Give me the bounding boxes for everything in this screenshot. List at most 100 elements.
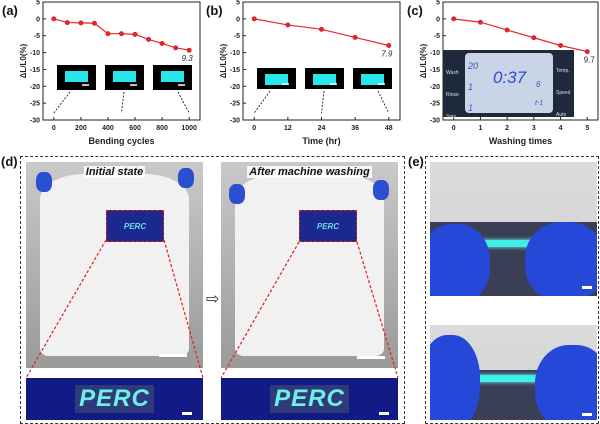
y-axis-label: ΔL/L0(%) bbox=[419, 43, 428, 78]
washer-code: t-1 bbox=[535, 100, 544, 107]
y-tick-label: 5 bbox=[236, 0, 240, 7]
inset-arrow bbox=[177, 91, 190, 114]
x-axis-label: Washing times bbox=[489, 136, 552, 146]
data-point bbox=[584, 49, 590, 55]
y-tick-label: 5 bbox=[436, 0, 440, 7]
y-tick-label: -10 bbox=[230, 50, 240, 57]
x-tick-label: 400 bbox=[102, 125, 114, 132]
data-point bbox=[477, 19, 483, 25]
washer-rinse-value: 1 bbox=[468, 82, 474, 92]
data-point bbox=[78, 20, 84, 26]
washer-label-temp: Temp. bbox=[556, 68, 570, 74]
y-tick-label: 0 bbox=[236, 16, 240, 23]
inset-arrow bbox=[121, 91, 125, 114]
data-point bbox=[105, 31, 111, 37]
y-tick-label: -5 bbox=[34, 33, 40, 40]
arrow-right-icon: ⇨ bbox=[206, 291, 220, 308]
y-tick-label: -20 bbox=[430, 84, 440, 91]
chart-b: 5 0 -5 -10 -15 -20 -25 -30 0 12 24 36 48 Time (hr) ΔL/… bbox=[219, 0, 401, 146]
y-tick-label: -20 bbox=[30, 84, 40, 91]
x-tick-label: 200 bbox=[75, 125, 87, 132]
zoom-initial-text: PERC bbox=[75, 385, 154, 413]
x-tick-label: 0 bbox=[452, 125, 456, 132]
x-tick-label: 24 bbox=[318, 125, 326, 132]
panel-label-a: (a) bbox=[2, 3, 18, 18]
data-point bbox=[186, 47, 192, 53]
y-tick-label: -25 bbox=[230, 101, 240, 108]
shirt-after-photo: After machine washing PERC bbox=[221, 162, 398, 368]
annotation-label: 9.7 bbox=[584, 56, 596, 65]
washer-label-rinse: Rinse bbox=[446, 92, 459, 98]
x-tick-label: 0 bbox=[252, 125, 256, 132]
x-tick-label: 1000 bbox=[181, 125, 197, 132]
washer-spin-value: 1 bbox=[468, 103, 474, 113]
y-tick-label: 0 bbox=[36, 16, 40, 23]
data-point bbox=[451, 16, 457, 22]
glowing-strip bbox=[265, 74, 288, 85]
x-tick-label: 12 bbox=[284, 125, 292, 132]
x-tick-label: 1 bbox=[478, 125, 482, 132]
glowing-strip bbox=[113, 71, 136, 82]
y-tick-label: 0 bbox=[436, 16, 440, 23]
annotation-label: 9.3 bbox=[182, 54, 194, 63]
washer-label-spin: Spin bbox=[446, 114, 457, 120]
zoom-after: PERC bbox=[221, 378, 398, 420]
glowing-strip bbox=[361, 74, 384, 85]
washer-label-wash: Wash bbox=[446, 70, 459, 76]
y-tick-label: -15 bbox=[430, 67, 440, 74]
x-axis-label: Bending cycles bbox=[88, 136, 154, 146]
data-point bbox=[132, 31, 138, 37]
patch-text: PERC bbox=[111, 214, 159, 238]
x-tick-label: 5 bbox=[585, 125, 589, 132]
glowing-strip bbox=[313, 74, 336, 85]
y-axis-label: ΔL/L0(%) bbox=[219, 43, 228, 78]
plot-frame bbox=[42, 1, 201, 121]
data-point bbox=[352, 34, 358, 40]
x-tick-label: 36 bbox=[351, 125, 359, 132]
patch-text-after: PERC bbox=[304, 214, 352, 238]
zoom-initial: PERC bbox=[26, 378, 203, 420]
data-point bbox=[159, 41, 165, 46]
x-tick-label: 0 bbox=[52, 125, 56, 132]
y-tick-label: -20 bbox=[230, 84, 240, 91]
data-point bbox=[91, 20, 97, 26]
y-tick-label: 5 bbox=[36, 0, 40, 7]
data-point bbox=[119, 31, 124, 37]
chart-a: 5 0 -5 -10 -15 -20 -25 -30 0 200 400 600 800 1000 Bend… bbox=[19, 0, 201, 146]
data-point bbox=[504, 27, 510, 33]
shirt-initial-photo: Initial state PERC bbox=[26, 162, 203, 368]
washer-display-photo: Wash Rinse Spin Temp. Speed Auto 20 1 1 … bbox=[443, 50, 574, 120]
inset-arrow bbox=[377, 90, 390, 114]
panel-label-e: (e) bbox=[408, 154, 424, 169]
x-tick-label: 2 bbox=[505, 125, 509, 132]
x-tick-label: 600 bbox=[129, 125, 141, 132]
inset-arrow bbox=[321, 90, 325, 114]
washer-speed-value: 6 bbox=[536, 80, 541, 89]
washer-wash-value: 20 bbox=[468, 61, 479, 71]
washer-label-auto: Auto bbox=[556, 112, 567, 118]
x-tick-label: 48 bbox=[385, 125, 393, 132]
y-tick-label: -30 bbox=[430, 118, 440, 125]
y-tick-label: -15 bbox=[230, 67, 240, 74]
x-tick-label: 800 bbox=[156, 125, 168, 132]
data-point bbox=[386, 43, 392, 48]
data-point bbox=[319, 26, 324, 32]
y-tick-label: -25 bbox=[30, 101, 40, 108]
glowing-strip bbox=[161, 71, 184, 82]
y-tick-label: -10 bbox=[430, 50, 440, 57]
washer-label-speed: Speed bbox=[556, 90, 571, 96]
panel-label-b: (b) bbox=[206, 3, 223, 18]
cut-strip-photo bbox=[430, 325, 597, 420]
y-tick-label: -30 bbox=[30, 118, 40, 125]
y-tick-label: -5 bbox=[234, 33, 240, 40]
data-point bbox=[64, 20, 70, 26]
x-tick-label: 4 bbox=[559, 125, 563, 132]
inset-arrow bbox=[253, 90, 271, 114]
data-point bbox=[51, 16, 57, 22]
panel-label-c: (c) bbox=[407, 3, 423, 18]
annotation-label: 7.9 bbox=[381, 49, 393, 58]
data-point bbox=[285, 22, 291, 28]
washer-time: 0:37 bbox=[493, 68, 527, 87]
y-tick-label: -10 bbox=[30, 50, 40, 57]
